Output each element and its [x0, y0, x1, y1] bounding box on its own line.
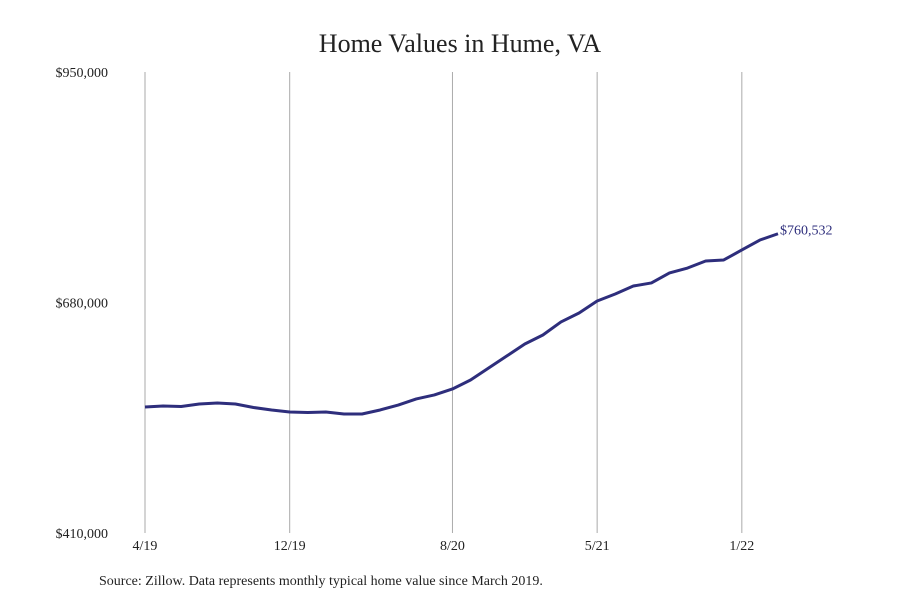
data-line	[144, 232, 779, 416]
y-tick-label: $410,000	[56, 527, 109, 542]
chart-title: Home Values in Hume, VA	[319, 29, 602, 58]
source-note: Source: Zillow. Data represents monthly …	[99, 574, 543, 589]
y-tick-label: $680,000	[56, 297, 109, 312]
x-tick-label: 4/19	[133, 539, 158, 554]
value-label: $760,532	[780, 224, 833, 239]
x-tick-label: 8/20	[440, 539, 465, 554]
x-tick-label: 5/21	[585, 539, 610, 554]
x-tick-label: 12/19	[274, 539, 306, 554]
x-tick-label: 1/22	[729, 539, 754, 554]
y-tick-label: $950,000	[56, 66, 109, 81]
